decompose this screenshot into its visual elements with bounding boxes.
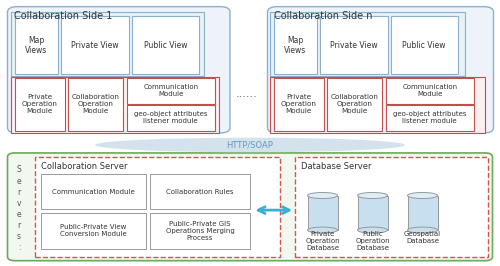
Ellipse shape: [95, 138, 405, 152]
Text: Public-Private View
Conversion Module: Public-Private View Conversion Module: [60, 224, 127, 237]
Bar: [308, 196, 338, 230]
Text: Communication
Module: Communication Module: [402, 85, 458, 97]
Bar: [127, 78, 214, 104]
Bar: [127, 105, 214, 131]
FancyBboxPatch shape: [8, 153, 492, 261]
Bar: [150, 213, 250, 249]
Text: Collaboration Side 1: Collaboration Side 1: [14, 11, 112, 21]
Text: Communication
Module: Communication Module: [143, 85, 199, 97]
Text: S
e
r
v
e
r
s
:: S e r v e r s :: [16, 165, 21, 252]
Text: Map
Views: Map Views: [25, 36, 48, 55]
Bar: [35, 157, 280, 257]
Text: Communication Module: Communication Module: [52, 189, 135, 194]
Text: Private View: Private View: [330, 41, 378, 50]
Text: geo-object attributes
listener module: geo-object attributes listener module: [393, 111, 466, 124]
Bar: [41, 213, 146, 249]
Ellipse shape: [308, 193, 338, 198]
Bar: [274, 78, 324, 131]
Bar: [41, 174, 146, 209]
Text: HTTP/SOAP: HTTP/SOAP: [226, 140, 274, 149]
Text: Collaboration Side n: Collaboration Side n: [274, 11, 372, 21]
Bar: [408, 196, 438, 230]
Bar: [386, 78, 474, 104]
Bar: [390, 16, 458, 74]
Bar: [295, 157, 488, 257]
Bar: [270, 12, 465, 76]
FancyBboxPatch shape: [268, 7, 494, 133]
Text: Collaboration Rules: Collaboration Rules: [166, 189, 234, 194]
Text: Public
Operation
Database: Public Operation Database: [355, 231, 390, 251]
Text: Private View: Private View: [71, 41, 118, 50]
Text: geo-object attributes
listener module: geo-object attributes listener module: [134, 111, 208, 124]
Text: Collaboration
Operation
Module: Collaboration Operation Module: [330, 94, 378, 114]
Text: Private
Operation
Module: Private Operation Module: [22, 94, 58, 114]
Text: ......: ......: [236, 89, 258, 99]
Text: Database Server: Database Server: [301, 162, 372, 171]
Text: Collaboration Server: Collaboration Server: [41, 162, 128, 171]
Bar: [274, 16, 316, 74]
Ellipse shape: [358, 227, 388, 233]
Ellipse shape: [408, 227, 438, 233]
Text: Private
Operation
Module: Private Operation Module: [281, 94, 316, 114]
Bar: [15, 16, 58, 74]
Ellipse shape: [408, 193, 438, 198]
Bar: [68, 78, 123, 131]
Bar: [150, 174, 250, 209]
Text: Map
Views: Map Views: [284, 36, 306, 55]
Text: Collaboration
Operation
Module: Collaboration Operation Module: [72, 94, 120, 114]
Text: Public-Private GIS
Operations Merging
Process: Public-Private GIS Operations Merging Pr…: [166, 221, 234, 241]
FancyBboxPatch shape: [8, 7, 230, 133]
Bar: [320, 16, 388, 74]
Bar: [15, 78, 64, 131]
Bar: [270, 77, 485, 133]
Bar: [132, 16, 199, 74]
Bar: [358, 196, 388, 230]
Bar: [327, 78, 382, 131]
Bar: [11, 77, 218, 133]
Text: Public View: Public View: [402, 41, 446, 50]
Ellipse shape: [308, 227, 338, 233]
Bar: [11, 12, 203, 76]
Bar: [386, 105, 474, 131]
Bar: [61, 16, 128, 74]
Text: Geospatial
Database: Geospatial Database: [404, 231, 441, 244]
Text: Public View: Public View: [144, 41, 187, 50]
Ellipse shape: [358, 193, 388, 198]
Text: Private
Operation
Database: Private Operation Database: [305, 231, 340, 251]
